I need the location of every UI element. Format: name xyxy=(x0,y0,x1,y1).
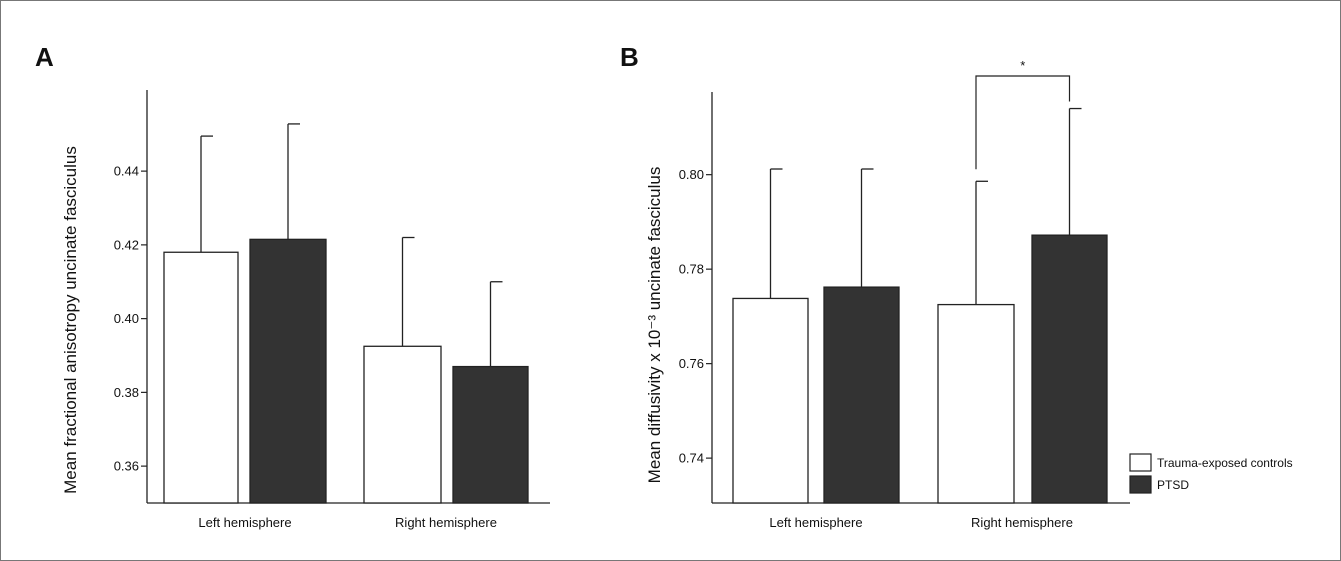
panel-a-category-label: Left hemisphere xyxy=(198,515,291,530)
panel-b-category-label: Right hemisphere xyxy=(971,515,1073,530)
panel-b-bar-right-hemisphere-ptsd xyxy=(1031,234,1108,504)
panel-a-y-tick-label: 0.42 xyxy=(114,237,139,252)
panel-a-y-axis-label: Mean fractional anisotropy uncinate fasc… xyxy=(61,146,80,494)
legend-swatch-ptsd xyxy=(1129,475,1152,494)
panel-a-letter: A xyxy=(35,42,54,72)
panel-b-y-tick-label: 0.76 xyxy=(679,356,704,371)
legend-swatch-trauma-exposed-controls xyxy=(1129,453,1152,472)
panel-b-bar-right-hemisphere-trauma-exposed-controls xyxy=(937,303,1015,504)
panel-b-category-label: Left hemisphere xyxy=(769,515,862,530)
panel-a-bar-left-hemisphere-trauma-exposed-controls xyxy=(163,251,239,504)
panel-a-y-tick-label: 0.40 xyxy=(114,311,139,326)
panel-b-y-tick-label: 0.78 xyxy=(679,262,704,277)
panel-b-bar-left-hemisphere-ptsd xyxy=(823,286,900,504)
panel-a: A Mean fractional anisotropy uncinate fa… xyxy=(35,42,550,530)
panel-b-y-axis-label: Mean diffusivity x 10⁻³ uncinate fascicu… xyxy=(645,167,664,484)
panel-b: B Mean diffusivity x 10⁻³ uncinate fasci… xyxy=(620,42,1293,530)
panel-a-bar-right-hemisphere-ptsd xyxy=(452,365,529,504)
panel-a-bar-right-hemisphere-trauma-exposed-controls xyxy=(363,345,442,504)
legend-label-ptsd: PTSD xyxy=(1157,478,1189,492)
panel-a-y-tick-label: 0.44 xyxy=(114,164,139,179)
panel-a-category-label: Right hemisphere xyxy=(395,515,497,530)
panel-b-bar-left-hemisphere-trauma-exposed-controls xyxy=(732,297,809,504)
panel-a-y-tick-label: 0.36 xyxy=(114,459,139,474)
panel-a-y-tick-label: 0.38 xyxy=(114,385,139,400)
panel-b-y-tick-label: 0.80 xyxy=(679,167,704,182)
legend: Trauma-exposed controls PTSD xyxy=(1129,453,1293,494)
panel-b-significance-star: * xyxy=(1020,58,1025,73)
panel-b-y-tick-label: 0.74 xyxy=(679,451,704,466)
panel-a-bar-left-hemisphere-ptsd xyxy=(249,238,327,504)
panel-b-letter: B xyxy=(620,42,639,72)
panel-b-significance-bracket xyxy=(975,75,1071,170)
legend-label-trauma-exposed-controls: Trauma-exposed controls xyxy=(1157,456,1293,470)
